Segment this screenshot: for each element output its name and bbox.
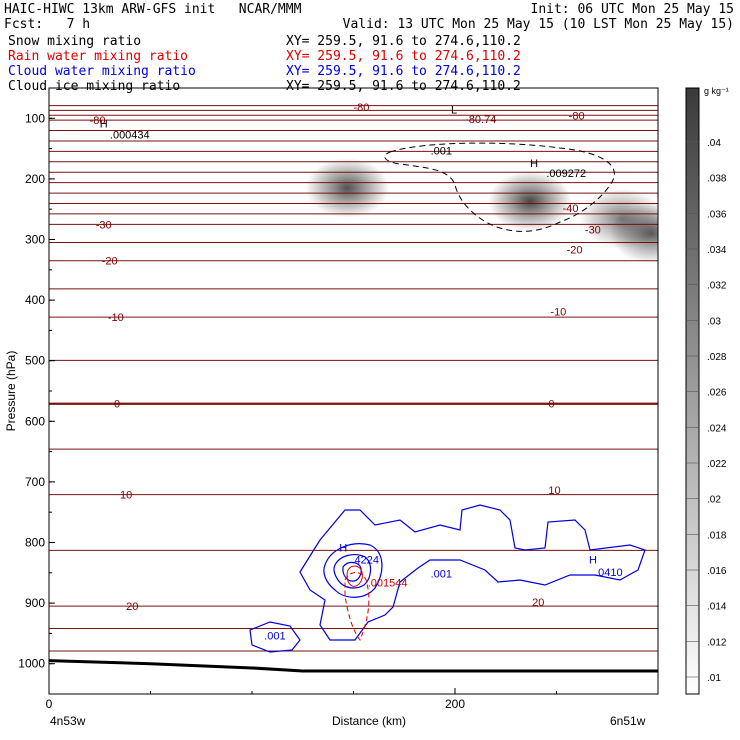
colorbar: g kg⁻¹ .04 .038 .036 .034 .032 .03 .028 .026 .02… bbox=[685, 86, 729, 695]
x-axis-right-end-label: 6n51w bbox=[610, 714, 646, 728]
isotherm-label-0: -80 bbox=[90, 115, 106, 127]
annotation-9: -40 bbox=[563, 203, 579, 215]
annotation-5: -80 bbox=[569, 111, 585, 123]
colorbar-label-6: .028 bbox=[707, 352, 727, 363]
annotation-8: .009272 bbox=[546, 168, 586, 180]
colorbar-label-4: .032 bbox=[707, 281, 727, 292]
surface-pressure-line bbox=[49, 659, 658, 673]
annotation-22: .001 bbox=[264, 630, 285, 642]
isotherm-label-6: 20 bbox=[126, 601, 138, 613]
init-text: Init: 06 UTC Mon 25 May 15 bbox=[530, 2, 735, 17]
colorbar-ramp bbox=[685, 87, 700, 695]
isotherm-label-2: -20 bbox=[102, 256, 118, 268]
cloud-ice-contour bbox=[384, 142, 615, 232]
isotherm-label-3: -10 bbox=[108, 312, 124, 324]
y-tick-label-6: 700 bbox=[25, 475, 45, 489]
cloud-water-contour-inner-2 bbox=[333, 554, 372, 589]
colorbar-label-2: .036 bbox=[707, 209, 727, 220]
colorbar-label-13: .014 bbox=[707, 602, 727, 613]
title-text: HAIC-HIWC 13km ARW-GFS init NCAR/MMM bbox=[4, 2, 302, 17]
rain-water-contour-inner bbox=[346, 565, 363, 587]
colorbar-label-12: .016 bbox=[707, 566, 727, 577]
annotation-17: .001544 bbox=[368, 578, 408, 590]
cloud-water-contour-outer bbox=[299, 504, 646, 641]
colorbar-label-7: .026 bbox=[707, 388, 727, 399]
x-tick-label-0: 0 bbox=[46, 697, 53, 711]
annotation-12: -10 bbox=[550, 306, 566, 318]
annotation-6: .001 bbox=[431, 146, 452, 158]
x-axis: 0 200 bbox=[46, 688, 659, 711]
field-xy-snow: XY= 259.5, 91.6 to 274.6,110.2 bbox=[286, 34, 521, 49]
colorbar-unit: g kg⁻¹ bbox=[704, 86, 729, 96]
annotation-10: -30 bbox=[585, 224, 601, 236]
y-tick-label-3: 400 bbox=[25, 293, 45, 307]
annotation-18: .001 bbox=[431, 569, 452, 581]
annotation-3: L bbox=[451, 104, 457, 116]
colorbar-label-5: .03 bbox=[707, 316, 721, 327]
snow-blob-1 bbox=[488, 171, 573, 232]
x-tick-label-1: 200 bbox=[445, 697, 465, 711]
annotation-21: 20 bbox=[532, 597, 544, 609]
cloud-water-contour-lower bbox=[249, 621, 301, 653]
fcst-text: Fcst: 7 h bbox=[4, 17, 91, 32]
annotation-layer: H.000434-80 L-80.74 -80.001H.009272-40-30-… bbox=[90, 102, 623, 642]
field-label-cloud-ice: Cloud ice mixing ratio bbox=[8, 79, 181, 94]
annotation-1: .000434 bbox=[110, 129, 150, 141]
field-label-cloud-water: Cloud water mixing ratio bbox=[8, 64, 196, 79]
colorbar-label-0: .04 bbox=[707, 138, 721, 149]
y-tick-label-2: 300 bbox=[25, 233, 45, 247]
y-tick-label-0: 100 bbox=[25, 111, 45, 125]
annotation-14: 10 bbox=[548, 485, 560, 497]
annotation-15: H bbox=[339, 543, 347, 555]
y-tick-label-8: 900 bbox=[25, 596, 45, 610]
annotation-4: -80.74 bbox=[465, 114, 496, 126]
colorbar-label-14: .012 bbox=[707, 637, 727, 648]
isotherm-label-5: 10 bbox=[120, 490, 132, 502]
snow-blob-0 bbox=[305, 157, 390, 218]
annotation-2: -80 bbox=[354, 102, 370, 114]
plot-area bbox=[49, 105, 658, 673]
field-xy-cloud-water: XY= 259.5, 91.6 to 274.6,110.2 bbox=[286, 64, 521, 79]
colorbar-label-15: .01 bbox=[707, 673, 721, 684]
field-xy-cloud-ice: XY= 259.5, 91.6 to 274.6,110.2 bbox=[286, 79, 521, 94]
colorbar-label-9: .022 bbox=[707, 459, 727, 470]
field-label-snow: Snow mixing ratio bbox=[8, 34, 142, 49]
x-axis-label: Distance (km) bbox=[332, 714, 406, 728]
colorbar-label-11: .018 bbox=[707, 530, 727, 541]
valid-text: Valid: 13 UTC Mon 25 May 15 (10 LST Mon … bbox=[342, 17, 734, 32]
y-axis: 100 200 300 400 500 600 700 800 900 1000 bbox=[18, 111, 55, 695]
x-axis-left-end-label: 4n53w bbox=[50, 714, 86, 728]
y-tick-label-7: 800 bbox=[25, 536, 45, 550]
colorbar-label-1: .038 bbox=[707, 174, 727, 185]
isotherm-label-1: -30 bbox=[96, 219, 112, 231]
y-tick-label-1: 200 bbox=[25, 172, 45, 186]
cloud-water-contour-inner-1 bbox=[323, 543, 383, 598]
colorbar-label-3: .034 bbox=[707, 245, 727, 256]
annotation-0: H bbox=[100, 118, 108, 130]
snow-blob-3 bbox=[609, 203, 658, 264]
isotherm-label-4: 0 bbox=[114, 399, 120, 411]
field-label-rain: Rain water mixing ratio bbox=[8, 49, 189, 64]
snow-shading-layer bbox=[305, 157, 658, 264]
y-tick-label-4: 500 bbox=[25, 354, 45, 368]
colorbar-label-10: .02 bbox=[707, 495, 721, 506]
isotherm-layer bbox=[49, 105, 658, 652]
y-axis-label: Pressure (hPa) bbox=[4, 351, 18, 432]
annotation-13: 0 bbox=[548, 398, 554, 410]
annotation-16: .4224 bbox=[351, 555, 379, 567]
annotation-7: H bbox=[530, 158, 538, 170]
field-xy-rain: XY= 259.5, 91.6 to 274.6,110.2 bbox=[286, 49, 521, 64]
y-tick-label-5: 600 bbox=[25, 414, 45, 428]
y-tick-label-9: 1000 bbox=[18, 657, 45, 671]
annotation-20: .0410 bbox=[595, 567, 623, 579]
annotation-19: H bbox=[589, 555, 597, 567]
colorbar-label-8: .024 bbox=[707, 423, 727, 434]
rain-water-contour bbox=[344, 572, 370, 641]
annotation-11: -20 bbox=[567, 244, 583, 256]
